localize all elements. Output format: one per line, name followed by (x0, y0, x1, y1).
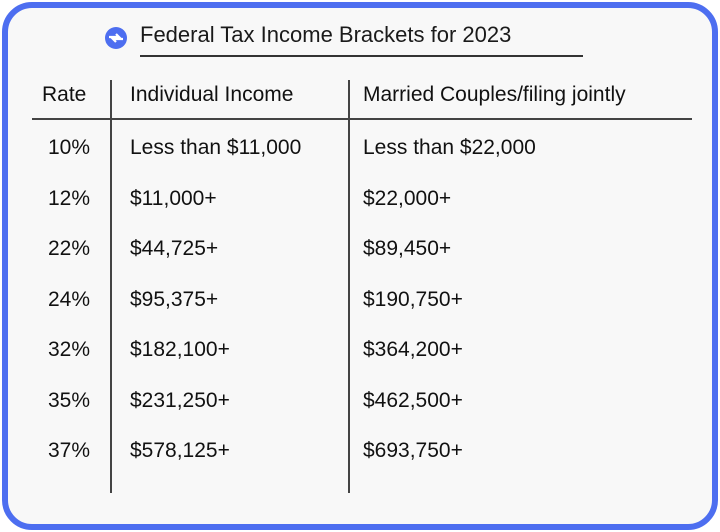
individual-income-cell: $231,250+ (130, 388, 230, 412)
rate-cell: 12% (48, 186, 91, 210)
individual-income-cell: $11,000+ (130, 186, 217, 210)
column-header: Individual Income (130, 83, 294, 106)
married-income-cell: $693,750+ (363, 439, 463, 462)
rate-cell: 32% (48, 338, 91, 361)
logo-icon (105, 27, 127, 49)
column-divider (348, 80, 350, 493)
column-header: Married Couples/filing jointly (363, 83, 626, 106)
individual-income-cell: $44,725+ (130, 237, 219, 260)
rate-cell: 35% (48, 388, 91, 412)
rate-cell: 22% (48, 237, 91, 260)
married-income-cell: $364,200+ (363, 338, 463, 361)
title-underline (140, 55, 583, 57)
individual-income-cell: Less than $11,000 (130, 136, 302, 159)
married-income-cell: Less than $22,000 (363, 136, 536, 159)
rate-cell: 37% (48, 439, 91, 462)
column-divider (110, 80, 112, 493)
page-title: Federal Tax Income Brackets for 2023 (140, 22, 512, 47)
married-income-cell: $89,450+ (363, 237, 452, 260)
rate-cell: 24% (48, 287, 91, 311)
married-income-cell: $462,500+ (363, 388, 463, 412)
rate-cell: 10% (48, 136, 91, 159)
individual-income-cell: $95,375+ (130, 287, 219, 311)
individual-income-cell: $182,100+ (130, 338, 230, 361)
married-income-cell: $190,750+ (363, 287, 463, 311)
column-header: Rate (42, 83, 87, 106)
individual-income-cell: $578,125+ (130, 439, 230, 462)
header-divider (32, 118, 692, 120)
married-income-cell: $22,000+ (363, 186, 452, 210)
